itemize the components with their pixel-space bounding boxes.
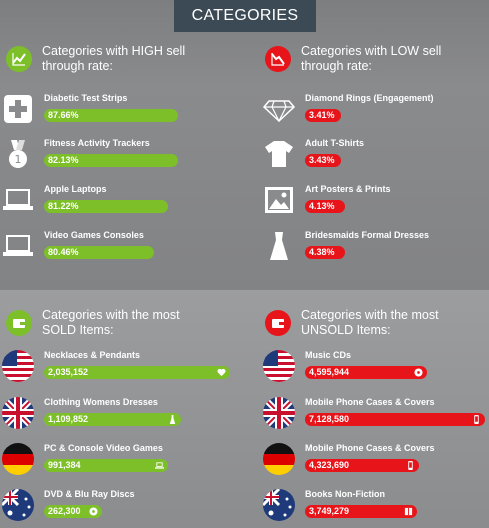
value-bar: 991,384	[44, 459, 168, 472]
uk-flag-icon	[2, 397, 34, 429]
phone-icon	[406, 461, 415, 470]
chart-up-icon	[6, 46, 32, 72]
value-bar: 1,109,852	[44, 413, 181, 426]
item-label: Diabetic Test Strips	[44, 93, 128, 103]
bottom-section-background	[0, 290, 489, 528]
high-sell-heading-text: Categories with HIGH sell through rate:	[42, 44, 186, 73]
germany-flag-icon	[263, 443, 295, 475]
low-sell-item: Diamond Rings (Engagement) 3.41%	[263, 93, 434, 125]
most-sold-item: Necklaces & Pendants 2,035,152	[2, 350, 230, 382]
item-label: Mobile Phone Cases & Covers	[305, 443, 435, 453]
chart-down-icon	[265, 46, 291, 72]
laptop-icon	[2, 230, 34, 262]
high-sell-item: Diabetic Test Strips 87.66%	[2, 93, 178, 125]
item-label: Mobile Phone Cases & Covers	[305, 397, 435, 407]
item-label: Video Games Consoles	[44, 230, 144, 240]
low-sell-item: Bridesmaids Formal Dresses 4.38%	[263, 230, 429, 262]
value-bar: 4.38%	[305, 246, 345, 259]
value-bar: 87.66%	[44, 109, 178, 122]
value-bar: 262,300	[44, 505, 102, 518]
germany-flag-icon	[2, 443, 34, 475]
value-bar: 4.13%	[305, 200, 345, 213]
item-label: Fitness Activity Trackers	[44, 138, 150, 148]
heart-icon	[217, 368, 226, 377]
item-label: Diamond Rings (Engagement)	[305, 93, 434, 103]
most-unsold-item: Mobile Phone Cases & Covers 7,128,580	[263, 397, 485, 429]
dress-icon	[263, 230, 295, 262]
value-bar: 80.46%	[44, 246, 154, 259]
disc-icon	[89, 507, 98, 516]
value-text: 4,595,944	[309, 367, 350, 377]
wallet-icon	[6, 310, 32, 336]
laptop-icon	[2, 184, 34, 216]
medical-cross-icon	[2, 93, 34, 125]
diamond-icon	[263, 93, 295, 125]
low-sell-item: Art Posters & Prints 4.13%	[263, 184, 391, 216]
laptop-icon	[155, 461, 164, 470]
value-bar: 4,595,944	[305, 366, 427, 379]
item-label: Adult T-Shirts	[305, 138, 364, 148]
most-sold-item: Clothing Womens Dresses 1,109,852	[2, 397, 181, 429]
value-bar: 4,323,690	[305, 459, 419, 472]
most-unsold-item: Mobile Phone Cases & Covers 4,323,690	[263, 443, 435, 475]
item-label: Books Non-Fiction	[305, 489, 385, 499]
item-label: Clothing Womens Dresses	[44, 397, 158, 407]
item-label: Music CDs	[305, 350, 352, 360]
high-sell-item: 1 Fitness Activity Trackers 82.13%	[2, 138, 178, 170]
value-text: 991,384	[48, 460, 81, 470]
svg-text:1: 1	[15, 153, 22, 166]
value-bar: 82.13%	[44, 154, 178, 167]
item-label: Art Posters & Prints	[305, 184, 391, 194]
uk-flag-icon	[263, 397, 295, 429]
page-title: CATEGORIES	[174, 0, 316, 32]
value-text: 1,109,852	[48, 414, 89, 424]
dress-icon	[168, 415, 177, 424]
most-sold-heading-text: Categories with the most SOLD Items:	[42, 308, 180, 337]
tshirt-icon	[263, 138, 295, 170]
medal-icon: 1	[2, 138, 34, 170]
high-sell-item: Apple Laptops 81.22%	[2, 184, 168, 216]
item-label: Necklaces & Pendants	[44, 350, 141, 360]
value-text: 262,300	[48, 506, 81, 516]
item-label: Bridesmaids Formal Dresses	[305, 230, 430, 240]
low-sell-heading-text: Categories with LOW sell through rate:	[301, 44, 442, 73]
most-unsold-heading-text: Categories with the most UNSOLD Items:	[301, 308, 439, 337]
high-sell-item: Video Games Consoles 80.46%	[2, 230, 154, 262]
most-unsold-item: Books Non-Fiction 3,749,279	[263, 489, 417, 521]
value-bar: 3.43%	[305, 154, 341, 167]
top-section-background	[0, 0, 489, 290]
item-label: PC & Console Video Games	[44, 443, 163, 453]
most-sold-heading: Categories with the most SOLD Items:	[6, 308, 212, 338]
item-label: Apple Laptops	[44, 184, 107, 194]
australia-flag-icon	[2, 489, 34, 521]
low-sell-heading: Categories with LOW sell through rate:	[265, 44, 471, 74]
value-text: 2,035,152	[48, 367, 89, 377]
item-label: DVD & Blu Ray Discs	[44, 489, 135, 499]
usa-flag-icon	[263, 350, 295, 382]
value-bar: 2,035,152	[44, 366, 230, 379]
high-sell-heading: Categories with HIGH sell through rate:	[6, 44, 212, 74]
most-unsold-heading: Categories with the most UNSOLD Items:	[265, 308, 471, 338]
book-icon	[404, 507, 413, 516]
disc-icon	[414, 368, 423, 377]
most-sold-item: DVD & Blu Ray Discs 262,300	[2, 489, 135, 521]
value-text: 4,323,690	[309, 460, 350, 470]
most-sold-item: PC & Console Video Games 991,384	[2, 443, 168, 475]
value-bar: 7,128,580	[305, 413, 485, 426]
low-sell-item: Adult T-Shirts 3.43%	[263, 138, 364, 170]
australia-flag-icon	[263, 489, 295, 521]
phone-icon	[472, 415, 481, 424]
value-bar: 3,749,279	[305, 505, 417, 518]
value-text: 7,128,580	[309, 414, 350, 424]
value-text: 3,749,279	[309, 506, 350, 516]
picture-icon	[263, 184, 295, 216]
most-unsold-item: Music CDs 4,595,944	[263, 350, 427, 382]
wallet-icon	[265, 310, 291, 336]
value-bar: 81.22%	[44, 200, 168, 213]
usa-flag-icon	[2, 350, 34, 382]
value-bar: 3.41%	[305, 109, 341, 122]
